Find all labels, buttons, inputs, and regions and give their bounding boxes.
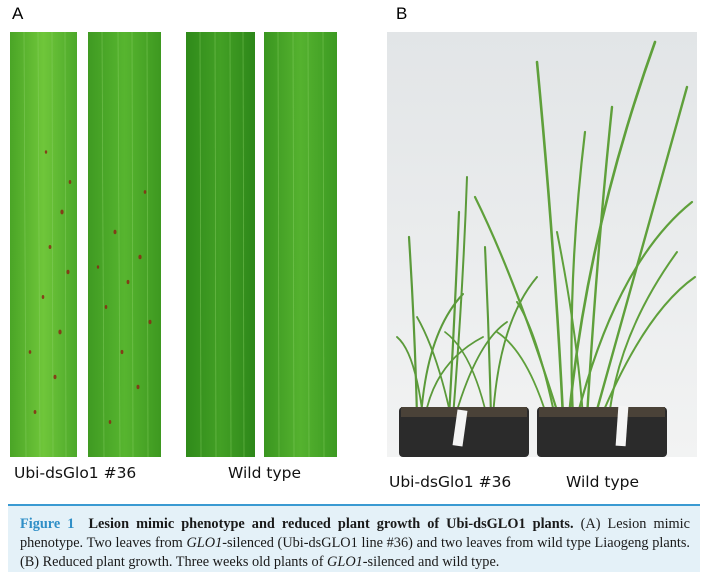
panel-a-label: A [12,4,24,23]
plant-photo-graphic [387,32,697,457]
figure-caption: Figure 1 Lesion mimic phenotype and redu… [8,504,700,572]
caption-text-1: (A) Lesion mimic phenotype. Two leaves f… [20,516,690,551]
panel-b-label: B [396,4,408,23]
panel-a-caption-silenced: Ubi-dsGlo1 #36 [14,464,137,482]
panel-b-caption-silenced: Ubi-dsGlo1 #36 [389,473,512,491]
wild-type-plants [473,40,696,419]
caption-text-3: -silenced and wild type. [362,554,500,570]
panel-a-leaf-photo [10,32,343,457]
plant-tag-silenced [452,409,468,447]
panel-a-caption-wild-type: Wild type [228,464,301,482]
leaf-photo-graphic [10,32,337,457]
panel-b-caption-wild-type: Wild type [566,473,639,491]
leaf-2 [88,32,161,457]
leaf-4 [264,32,337,457]
lesion-spots [28,150,152,424]
figure-number: Figure 1 [20,516,75,532]
gene-name-1: GLO1 [186,535,223,551]
caption-text-2: -silenced (Ubi-dsGLO1 line #36) and two … [20,535,690,570]
figure-title: Lesion mimic phenotype and reduced plant… [88,516,574,532]
silenced-plants [396,176,538,419]
panel-b-plant-photo [387,32,697,457]
leaf-1 [10,32,77,457]
pot-wild-type [537,407,667,457]
plant-tag-wild-type [615,405,629,447]
leaf-3 [186,32,255,457]
gene-name-2: GLO1 [327,554,363,570]
